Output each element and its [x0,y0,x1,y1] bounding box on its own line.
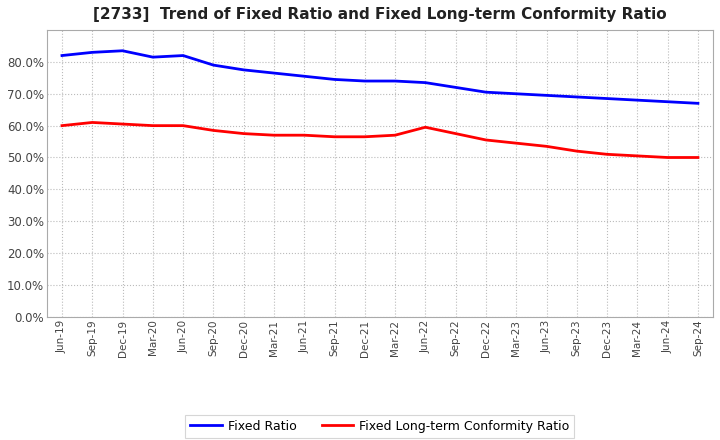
Fixed Long-term Conformity Ratio [148,123,157,128]
Fixed Ratio [361,78,369,84]
Fixed Long-term Conformity Ratio [391,132,400,138]
Fixed Ratio [391,78,400,84]
Fixed Ratio [633,98,642,103]
Fixed Long-term Conformity Ratio [421,125,430,130]
Fixed Long-term Conformity Ratio [542,144,551,149]
Fixed Ratio [209,62,217,68]
Fixed Long-term Conformity Ratio [209,128,217,133]
Fixed Ratio [88,50,96,55]
Fixed Long-term Conformity Ratio [330,134,339,139]
Fixed Long-term Conformity Ratio [239,131,248,136]
Fixed Ratio [118,48,127,53]
Fixed Long-term Conformity Ratio [451,131,460,136]
Fixed Ratio [58,53,66,58]
Fixed Ratio [512,91,521,96]
Line: Fixed Ratio: Fixed Ratio [62,51,698,103]
Fixed Ratio [542,93,551,98]
Fixed Long-term Conformity Ratio [512,140,521,146]
Fixed Long-term Conformity Ratio [270,132,279,138]
Fixed Long-term Conformity Ratio [482,137,490,143]
Fixed Ratio [663,99,672,104]
Fixed Ratio [148,55,157,60]
Fixed Long-term Conformity Ratio [300,132,309,138]
Fixed Ratio [330,77,339,82]
Fixed Long-term Conformity Ratio [663,155,672,160]
Legend: Fixed Ratio, Fixed Long-term Conformity Ratio: Fixed Ratio, Fixed Long-term Conformity … [186,415,575,438]
Fixed Ratio [179,53,187,58]
Fixed Long-term Conformity Ratio [118,121,127,127]
Fixed Long-term Conformity Ratio [693,155,702,160]
Title: [2733]  Trend of Fixed Ratio and Fixed Long-term Conformity Ratio: [2733] Trend of Fixed Ratio and Fixed Lo… [93,7,667,22]
Fixed Ratio [693,101,702,106]
Fixed Long-term Conformity Ratio [633,153,642,158]
Fixed Long-term Conformity Ratio [58,123,66,128]
Fixed Ratio [239,67,248,73]
Fixed Long-term Conformity Ratio [88,120,96,125]
Fixed Long-term Conformity Ratio [572,148,581,154]
Fixed Long-term Conformity Ratio [361,134,369,139]
Fixed Long-term Conformity Ratio [179,123,187,128]
Fixed Ratio [421,80,430,85]
Fixed Long-term Conformity Ratio [603,152,611,157]
Line: Fixed Long-term Conformity Ratio: Fixed Long-term Conformity Ratio [62,122,698,158]
Fixed Ratio [300,73,309,79]
Fixed Ratio [451,85,460,90]
Fixed Ratio [482,90,490,95]
Fixed Ratio [572,94,581,99]
Fixed Ratio [270,70,279,76]
Fixed Ratio [603,96,611,101]
